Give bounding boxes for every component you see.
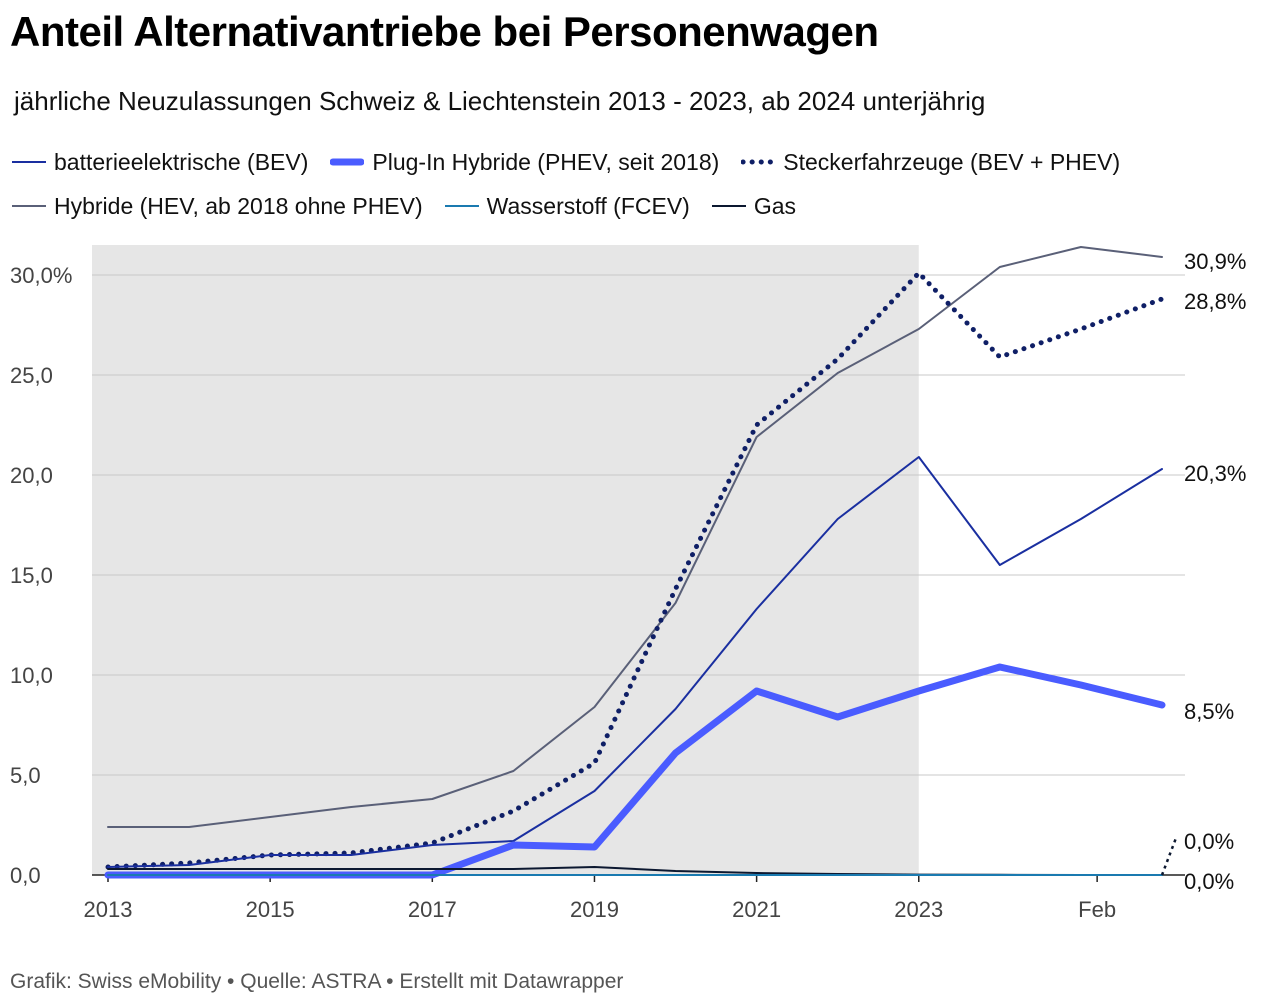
y-tick-label: 5,0: [10, 763, 41, 788]
legend-row-2: Hybride (HEV, ab 2018 ohne PHEV) Wassers…: [12, 184, 1272, 228]
fcev-tail: [1160, 837, 1178, 876]
legend-label-hev: Hybride (HEV, ab 2018 ohne PHEV): [54, 192, 423, 219]
chart-legend: batterieelektrische (BEV) Plug-In Hybrid…: [12, 140, 1272, 228]
chart-title: Anteil Alternativantriebe bei Personenwa…: [10, 8, 879, 55]
y-tick-label: 10,0: [10, 663, 53, 688]
legend-swatch-phev: [330, 158, 365, 166]
chart-footer: Grafik: Swiss eMobility • Quelle: ASTRA …: [10, 970, 624, 993]
legend-swatch-stecker: [741, 159, 776, 165]
end-label: 0,0%: [1184, 829, 1234, 854]
legend-row-1: batterieelektrische (BEV) Plug-In Hybrid…: [12, 140, 1272, 184]
y-tick-label: 15,0: [10, 563, 53, 588]
x-tick-label: 2021: [732, 897, 781, 922]
legend-label-fcev: Wasserstoff (FCEV): [486, 192, 690, 219]
legend-swatch-gas: [711, 205, 746, 207]
legend-item-phev: Plug-In Hybride (PHEV, seit 2018): [330, 149, 719, 176]
end-label: 20,3%: [1184, 461, 1246, 486]
legend-label-gas: Gas: [753, 192, 797, 219]
x-tick-label: 2017: [408, 897, 457, 922]
y-tick-label: 20,0: [10, 463, 53, 488]
legend-item-hev: Hybride (HEV, ab 2018 ohne PHEV): [12, 193, 423, 220]
legend-label-stecker: Steckerfahrzeuge (BEV + PHEV): [783, 148, 1121, 175]
legend-swatch-fcev: [444, 205, 479, 207]
series-line-2: [107, 456, 1163, 868]
x-tick-label: 2015: [246, 897, 295, 922]
x-tick-label: 2023: [894, 897, 943, 922]
legend-label-bev: batterieelektrische (BEV): [54, 148, 309, 175]
end-label: 28,8%: [1184, 289, 1246, 314]
y-tick-label: 30,0%: [10, 263, 72, 288]
shaded-range: [92, 245, 919, 875]
chart-subtitle: jährliche Neuzulassungen Schweiz & Liech…: [14, 86, 986, 116]
legend-swatch-bev: [12, 161, 46, 163]
legend-label-phev: Plug-In Hybride (PHEV, seit 2018): [372, 148, 720, 175]
y-tick-label: 0,0: [10, 863, 41, 888]
x-tick-label: Feb: [1078, 897, 1116, 922]
end-label: 8,5%: [1184, 699, 1234, 724]
line-chart: 0,0 5,0 10,0 15,0 20,0 25,0 30,0% 2013 2015 2017 2…: [10, 245, 1246, 922]
legend-swatch-hev: [12, 205, 46, 207]
x-tick-label: 2013: [84, 897, 133, 922]
end-label: 0,0%: [1184, 869, 1234, 894]
legend-item-fcev: Wasserstoff (FCEV): [444, 192, 690, 220]
x-tick-label: 2019: [570, 897, 619, 922]
legend-item-gas: Gas: [711, 192, 797, 220]
series-line-0: [107, 246, 1163, 828]
series-line-1: [105, 270, 1165, 870]
end-label: 30,9%: [1184, 249, 1246, 274]
legend-item-bev: batterieelektrische (BEV): [12, 149, 308, 176]
y-tick-label: 25,0: [10, 363, 53, 388]
legend-item-stecker: Steckerfahrzeuge (BEV + PHEV): [741, 149, 1120, 176]
